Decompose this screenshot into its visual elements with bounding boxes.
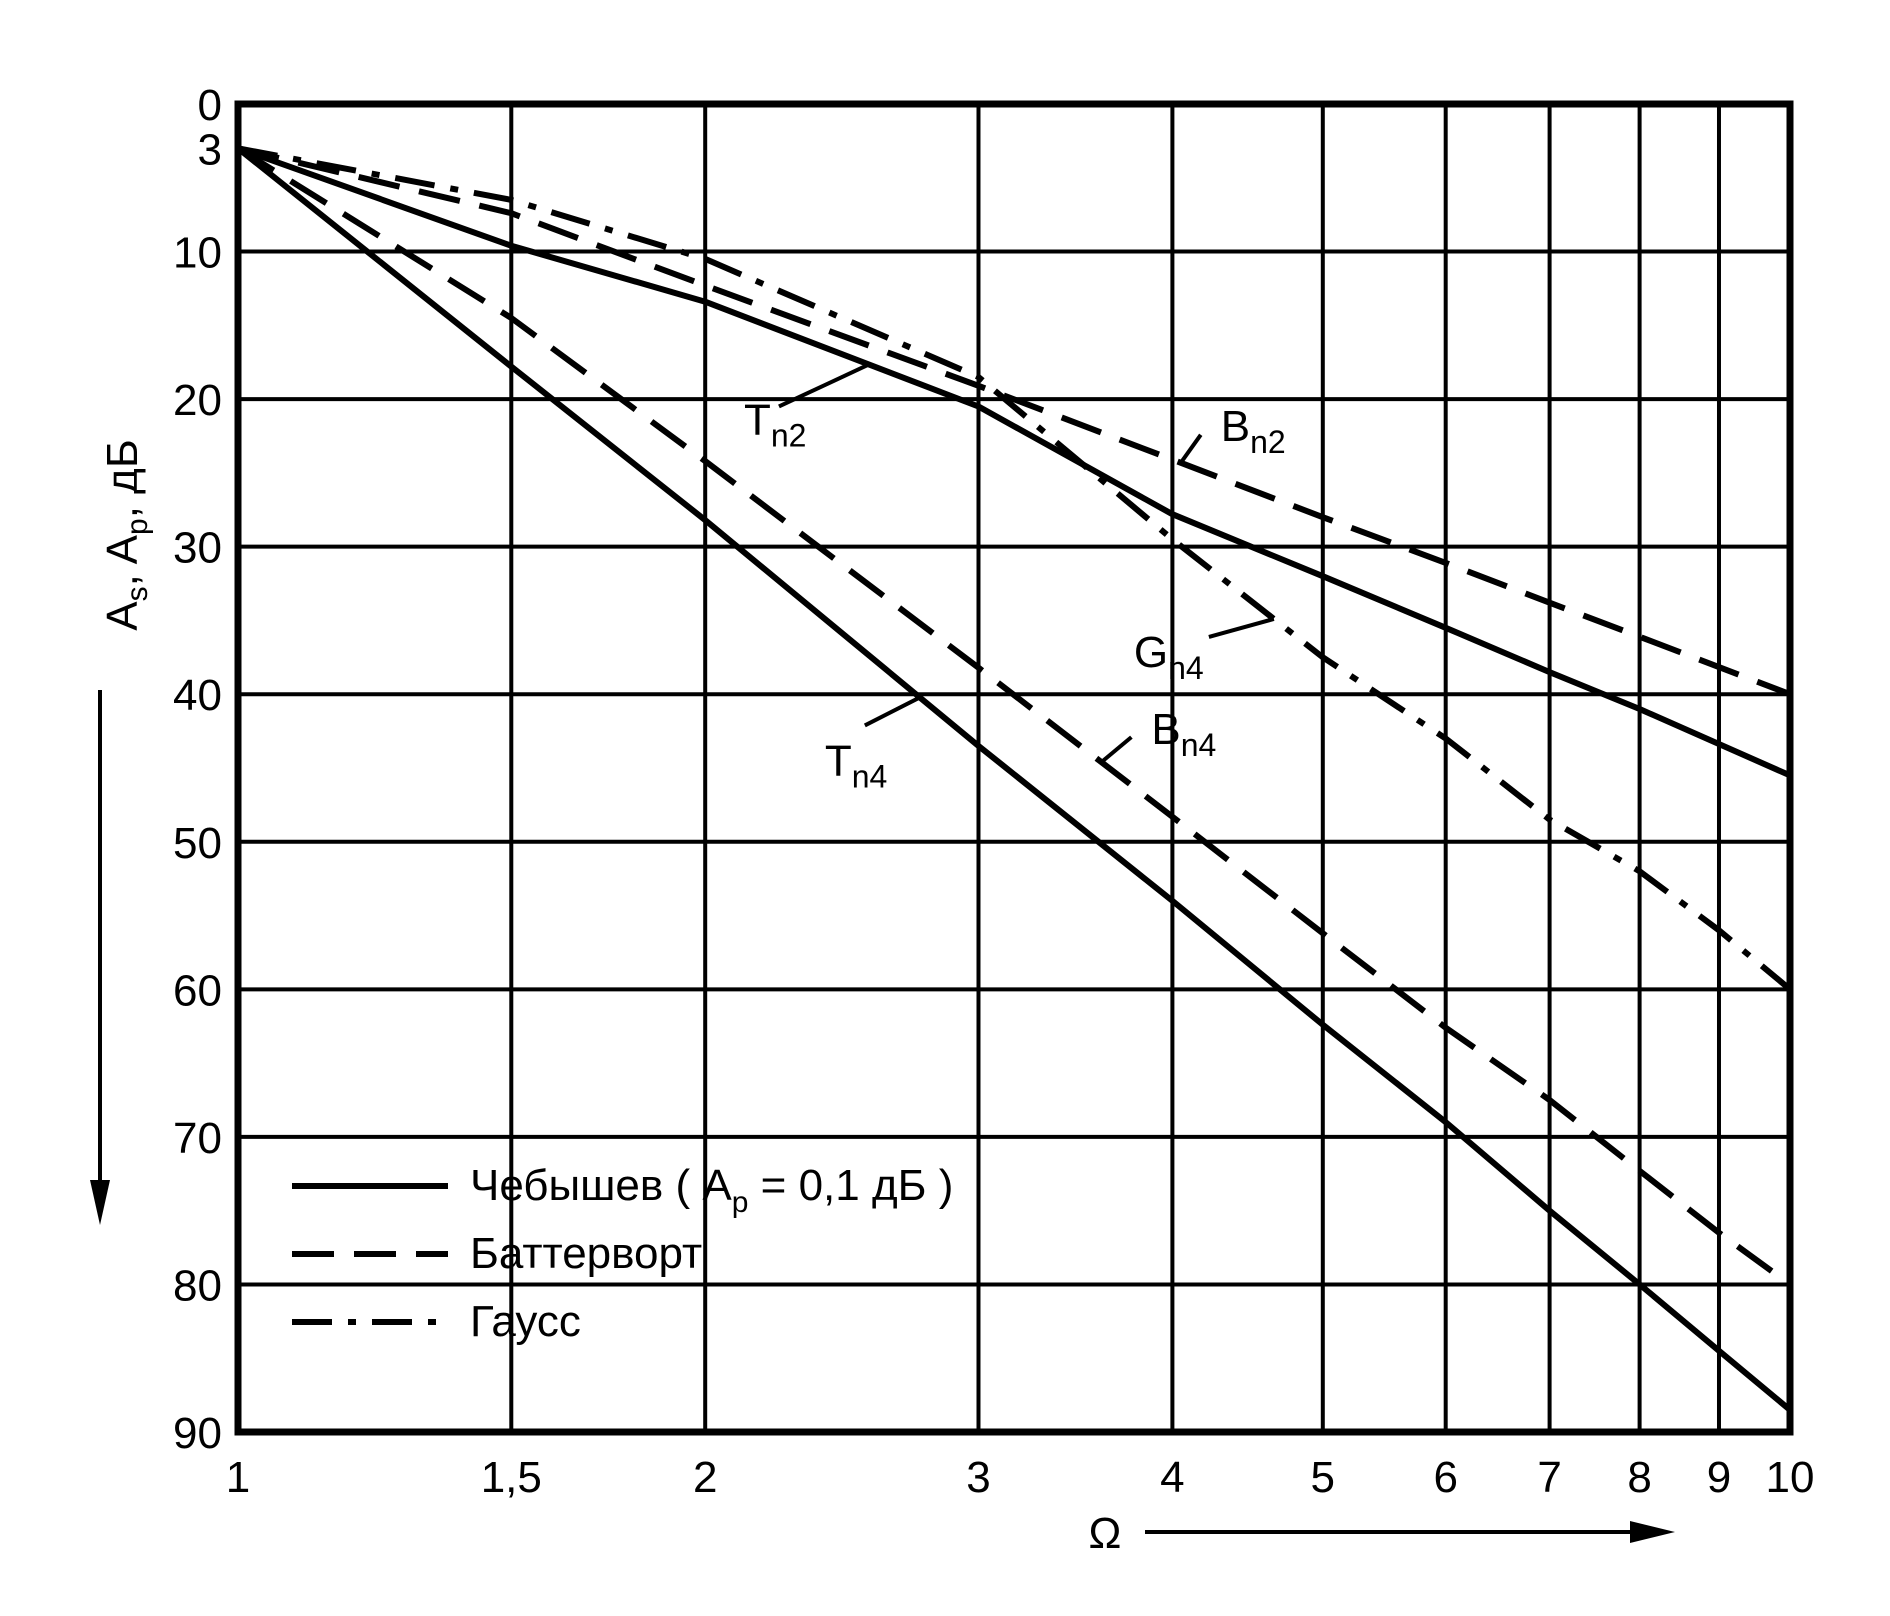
- x-tick-label: 10: [1766, 1453, 1815, 1502]
- series-gn4-line: [237, 145, 1792, 992]
- series-bn2-line: [237, 145, 1792, 698]
- svg-text:As, Ap, дБ: As, Ap, дБ: [98, 439, 154, 630]
- y-label-b-sub: p: [121, 518, 154, 535]
- x-tick-label: 3: [966, 1453, 990, 1502]
- series-tn4-line: [236, 145, 1792, 1413]
- series-gn4-leader: [1208, 617, 1275, 639]
- x-tick-label: 6: [1433, 1453, 1457, 1502]
- y-tick-label: 50: [173, 819, 222, 868]
- y-axis-title: As, Ap, дБ: [90, 439, 154, 1225]
- x-tick-label: 4: [1160, 1453, 1184, 1502]
- plot-frame: [234, 100, 1794, 1436]
- series-bn2-label: Bn2: [1221, 402, 1286, 460]
- y-tick-label: 30: [173, 524, 222, 573]
- x-tick-label: 9: [1707, 1453, 1731, 1502]
- y-label-unit: , дБ: [98, 439, 147, 518]
- x-tick-label: 7: [1537, 1453, 1561, 1502]
- curves: [236, 145, 1792, 1413]
- curve-labels: Tn2 Bn2 Gn4 Tn4 Bn4: [744, 362, 1286, 794]
- y-label-a: A: [98, 601, 147, 631]
- x-axis-title: Ω: [1089, 1509, 1675, 1558]
- x-axis-label: Ω: [1089, 1509, 1122, 1558]
- x-tick-label: 2: [693, 1453, 717, 1502]
- y-label-b: A: [98, 534, 147, 564]
- y-tick-label: 70: [173, 1114, 222, 1163]
- y-tick-label: 90: [173, 1409, 222, 1458]
- legend-label-solid: Чебышев ( Ap = 0,1 дБ ): [470, 1161, 953, 1219]
- series-bn4-leader: [1100, 735, 1133, 764]
- series-tn4-label: Tn4: [825, 736, 887, 794]
- y-tick-label: 40: [173, 671, 222, 720]
- x-tick-label: 5: [1311, 1453, 1335, 1502]
- legend-label-dashed: Баттерворт: [470, 1229, 702, 1278]
- series-gn4-label: Gn4: [1134, 628, 1204, 686]
- series-bn4-label: Bn4: [1151, 705, 1216, 763]
- legend-label-dashdot: Гаусс: [470, 1297, 581, 1346]
- y-tick-label: 80: [173, 1261, 222, 1310]
- y-tick-label: 60: [173, 966, 222, 1015]
- series-tn2-line: [236, 145, 1792, 779]
- x-axis-arrow-head: [1630, 1521, 1675, 1543]
- y-axis-arrow-head: [90, 1180, 110, 1225]
- x-tick-label: 1: [226, 1453, 250, 1502]
- series-tn2-label: Tn2: [744, 395, 806, 453]
- y-label-sep: ,: [98, 564, 147, 586]
- x-tick-label: 8: [1627, 1453, 1651, 1502]
- series-bn2-leader: [1179, 433, 1203, 464]
- x-tick-labels: 1 1,5 2 3 4 5 6 7 8 9 10: [226, 1453, 1815, 1502]
- legend: Чебышев ( Ap = 0,1 дБ ) Баттерворт Гаусс: [292, 1161, 953, 1346]
- series-tn2-leader: [778, 362, 870, 409]
- y-tick-label: 3: [198, 125, 222, 174]
- y-tick-label: 10: [173, 229, 222, 278]
- y-tick-labels: 03 10 20 30 40 50 60 70 80 90: [173, 81, 222, 1458]
- y-tick-label: 20: [173, 376, 222, 425]
- y-tick-label: 0: [198, 81, 222, 130]
- series-tn4-leader: [863, 695, 921, 728]
- x-tick-label: 1,5: [481, 1453, 542, 1502]
- y-label-a-sub: s: [121, 586, 154, 601]
- series-bn4-line: [236, 145, 1792, 1287]
